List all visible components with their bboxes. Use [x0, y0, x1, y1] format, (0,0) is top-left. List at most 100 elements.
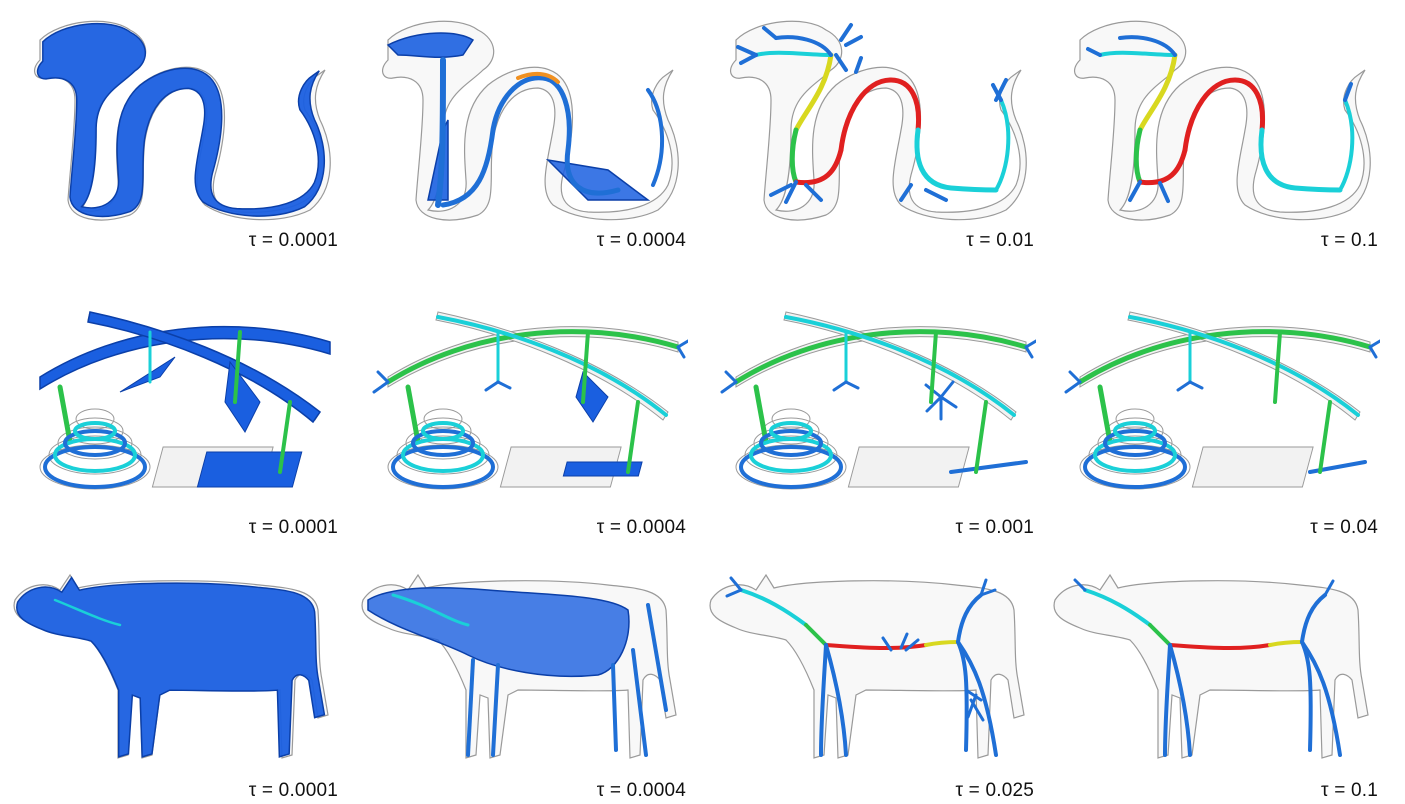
tau-caption: τ = 0.1	[1321, 780, 1378, 801]
skeleton-branch	[516, 71, 560, 84]
skeleton-spiral	[43, 445, 147, 489]
skeleton-branch	[789, 127, 799, 185]
skeleton-spiral	[1113, 421, 1157, 441]
ghost-outline	[847, 446, 970, 488]
skeleton-branch	[440, 75, 621, 208]
dragon-render	[381, 20, 679, 221]
skeleton-twig	[1128, 180, 1142, 202]
tau-caption: τ = 0.0001	[248, 517, 338, 538]
skeleton-branch	[391, 593, 470, 627]
skeleton-branch	[1182, 77, 1266, 153]
panel-sculpture-3: τ = 0.04	[1040, 287, 1380, 541]
skeleton-branch	[57, 384, 73, 445]
panel-cow-0: τ = 0.0001	[0, 550, 340, 804]
skeleton-branch	[1168, 643, 1272, 651]
skeleton-branch	[1083, 588, 1152, 627]
skeleton-branch	[793, 147, 844, 186]
skeleton-branch	[646, 88, 664, 187]
skeleton-branch	[466, 658, 475, 757]
skeleton-branch	[774, 35, 833, 57]
skeleton-branch	[784, 315, 1016, 417]
tau-caption: τ = 0.001	[955, 517, 1034, 538]
skeleton-twig	[979, 588, 997, 597]
skeleton-branch	[1300, 593, 1327, 644]
skeleton-branch	[1268, 640, 1304, 647]
cow-render	[361, 573, 677, 759]
skeleton-branch	[1168, 643, 1192, 757]
skeleton-branch	[994, 98, 1011, 192]
skeleton-spiral	[73, 421, 117, 441]
skeleton-branch	[631, 648, 648, 757]
tau-caption: τ = 0.0004	[596, 517, 686, 538]
cow-render	[1053, 573, 1369, 759]
skeleton-branch	[956, 640, 998, 757]
skeleton-branch	[1128, 315, 1360, 417]
medial-surface	[119, 356, 176, 393]
skeleton-twig	[784, 180, 798, 204]
tau-caption: τ = 0.1	[1321, 230, 1378, 251]
skeleton-branch	[1137, 52, 1178, 133]
skeleton-twig	[854, 56, 863, 74]
cow-render	[13, 573, 329, 759]
tau-caption: τ = 0.0001	[248, 230, 338, 251]
medial-surface	[16, 576, 326, 758]
medial-surface	[562, 461, 643, 477]
skeleton-branch	[1077, 329, 1373, 385]
panel-sculpture-0: τ = 0.0001	[0, 287, 340, 541]
dragon-render	[1073, 20, 1371, 221]
skeleton-branch	[1133, 127, 1143, 185]
panel-cow-2: τ = 0.025	[696, 550, 1036, 804]
ghost-outline	[396, 435, 490, 475]
sculpture-render	[720, 311, 1036, 490]
skeleton-branch	[581, 330, 590, 404]
skeleton-branch	[435, 57, 446, 208]
panel-dragon-2: τ = 0.01	[696, 0, 1036, 254]
ghost-outline	[744, 435, 838, 475]
skeleton-branch	[956, 593, 983, 644]
sculpture-render	[39, 311, 331, 490]
skeleton-spiral	[63, 429, 127, 457]
skeleton-branch	[1097, 384, 1113, 445]
ghost-outline	[1053, 573, 1369, 759]
skeleton-branch	[824, 643, 848, 757]
skeleton-branch	[611, 663, 618, 752]
skeleton-twig	[1368, 345, 1378, 359]
skeleton-twig	[834, 53, 848, 72]
medial-surface	[386, 32, 475, 58]
skeleton-spiral	[391, 445, 495, 489]
skeleton-twig	[991, 83, 1003, 102]
skeleton-branch	[1163, 643, 1172, 757]
ghost-outline	[753, 426, 829, 460]
ghost-outline	[387, 326, 679, 388]
skeleton-branch	[491, 663, 500, 757]
skeleton-twig	[496, 380, 512, 390]
skeleton-twig	[676, 339, 688, 349]
skeleton-branch	[646, 603, 668, 712]
skeleton-branch	[436, 315, 668, 417]
skeleton-branch	[793, 52, 834, 133]
panel-dragon-3: τ = 0.1	[1040, 0, 1380, 254]
skeleton-branch	[1300, 640, 1342, 757]
skeleton-branch	[278, 400, 292, 474]
skeleton-twig	[1343, 82, 1353, 102]
skeleton-twig	[769, 183, 793, 197]
ghost-outline	[1191, 446, 1314, 488]
skeleton-twig	[832, 380, 848, 392]
dragon-render	[729, 20, 1027, 221]
medial-surface	[196, 451, 303, 488]
skeleton-twig	[676, 345, 686, 359]
skeleton-twig	[899, 632, 909, 650]
skeleton-twig	[881, 636, 893, 652]
skeleton-twig	[1323, 579, 1335, 597]
skeleton-twig	[725, 588, 743, 598]
skeleton-branch	[233, 330, 242, 404]
panel-dragon-1: τ = 0.0004	[348, 0, 688, 254]
skeleton-branch	[914, 127, 999, 193]
tau-caption: τ = 0.025	[955, 780, 1034, 801]
sculpture-render	[1064, 311, 1380, 490]
skeleton-branch	[739, 588, 808, 627]
medial-surface	[224, 360, 261, 433]
skeleton-branch	[1338, 98, 1355, 192]
skeleton-branch	[53, 598, 122, 627]
